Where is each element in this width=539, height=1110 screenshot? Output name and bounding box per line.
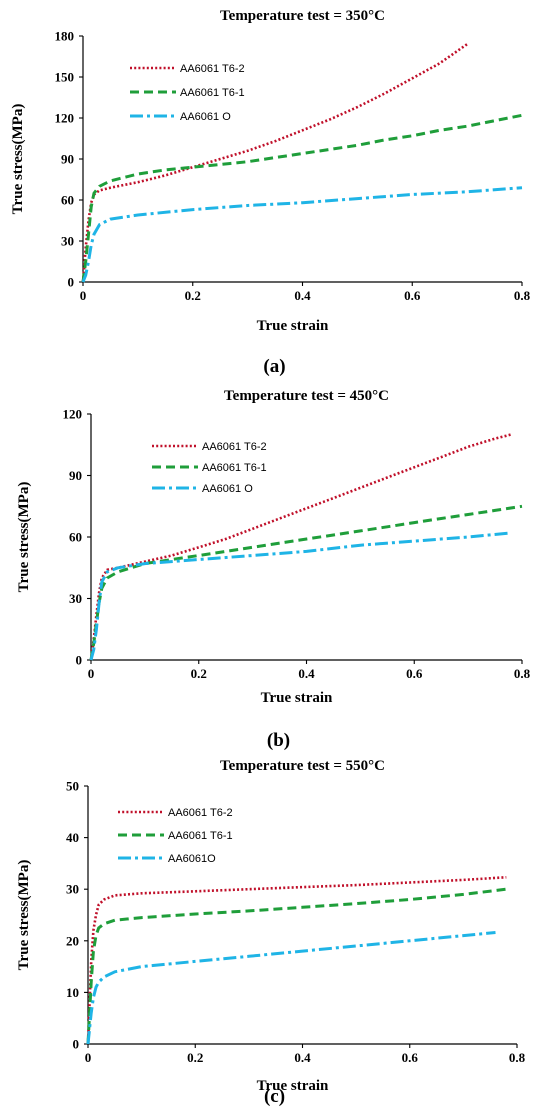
chart-title: Temperature test = 450°C	[224, 388, 389, 404]
y-axis-label: True stress(MPa)	[16, 860, 32, 971]
chart-title: Temperature test = 350°C	[220, 8, 385, 24]
x-tick-label: 0.8	[514, 666, 531, 681]
legend-label: AA6061 T6-2	[202, 441, 267, 453]
x-axis-label: True strain	[257, 1078, 329, 1094]
y-tick-label: 150	[55, 70, 75, 85]
panel-label: (c)	[264, 1086, 285, 1107]
series-line-3	[89, 531, 512, 661]
y-tick-label: 10	[66, 985, 79, 1000]
series-line-2	[89, 504, 523, 661]
panel-label: (a)	[263, 356, 285, 377]
legend-label: AA6061O	[168, 853, 216, 865]
legend-label: AA6061 T6-2	[168, 807, 233, 819]
legend-label: AA6061 T6-1	[180, 87, 245, 99]
x-axis-label: True strain	[257, 318, 329, 334]
y-tick-label: 90	[69, 468, 82, 483]
y-tick-label: 30	[66, 882, 79, 897]
x-tick-label: 0.4	[294, 288, 311, 303]
y-axis-label: True stress(MPa)	[16, 482, 32, 593]
y-tick-label: 60	[61, 193, 74, 208]
y-tick-label: 30	[61, 234, 74, 249]
x-tick-label: 0.6	[406, 666, 423, 681]
series-line-2	[81, 113, 523, 283]
y-tick-label: 0	[76, 653, 83, 668]
legend-label: AA6061 O	[202, 483, 253, 495]
x-tick-label: 0.8	[514, 288, 531, 303]
x-tick-label: 0	[85, 1050, 92, 1065]
x-tick-label: 0.4	[298, 666, 315, 681]
x-tick-label: 0.2	[191, 666, 207, 681]
y-tick-label: 120	[55, 111, 75, 126]
series-line-3	[86, 931, 496, 1045]
chart-panel-3: Temperature test = 550°C 0 0.2 0.4 0.6 0.8 0 10…	[16, 758, 526, 1107]
x-tick-label: 0.2	[185, 288, 201, 303]
x-tick-label: 0	[80, 288, 87, 303]
x-tick-label: 0.6	[402, 1050, 419, 1065]
x-tick-label: 0.6	[404, 288, 421, 303]
legend-label: AA6061 T6-1	[202, 462, 267, 474]
y-tick-label: 0	[68, 275, 75, 290]
series-line-1	[86, 876, 507, 1045]
panel-label: (b)	[267, 730, 290, 751]
x-tick-label: 0.8	[509, 1050, 526, 1065]
legend-label: AA6061 T6-1	[168, 830, 233, 842]
y-tick-label: 0	[73, 1037, 80, 1052]
y-tick-label: 20	[66, 933, 79, 948]
chart-title: Temperature test = 550°C	[220, 758, 385, 774]
y-tick-label: 90	[61, 152, 74, 167]
y-tick-label: 60	[69, 530, 82, 545]
legend-label: AA6061 O	[180, 111, 231, 123]
y-tick-label: 120	[63, 407, 83, 422]
chart-panel-2: Temperature test = 450°C 0 0.2 0.4 0.6 0.8 0 30…	[16, 388, 531, 751]
chart-panel-1: Temperature test = 350°C 0 0.2 0.4 0.6 0.8 0 30…	[10, 8, 531, 377]
y-tick-label: 50	[66, 779, 79, 794]
x-tick-label: 0.4	[294, 1050, 311, 1065]
y-tick-label: 30	[69, 591, 82, 606]
x-tick-label: 0	[88, 666, 95, 681]
series-line-3	[81, 186, 523, 283]
series-line-2	[86, 887, 507, 1045]
x-tick-label: 0.2	[187, 1050, 203, 1065]
x-axis-label: True strain	[261, 690, 333, 706]
legend-label: AA6061 T6-2	[180, 63, 245, 75]
y-tick-label: 40	[66, 830, 79, 845]
series-line-1	[81, 43, 468, 283]
y-tick-label: 180	[55, 29, 75, 44]
y-axis-label: True stress(MPa)	[10, 104, 26, 215]
